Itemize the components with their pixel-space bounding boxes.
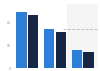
Bar	[44, 29, 54, 68]
Bar	[56, 32, 66, 68]
Bar	[16, 12, 27, 68]
Bar	[28, 15, 38, 68]
Bar	[72, 50, 82, 68]
Bar	[68, 4, 100, 68]
Bar	[83, 52, 94, 68]
